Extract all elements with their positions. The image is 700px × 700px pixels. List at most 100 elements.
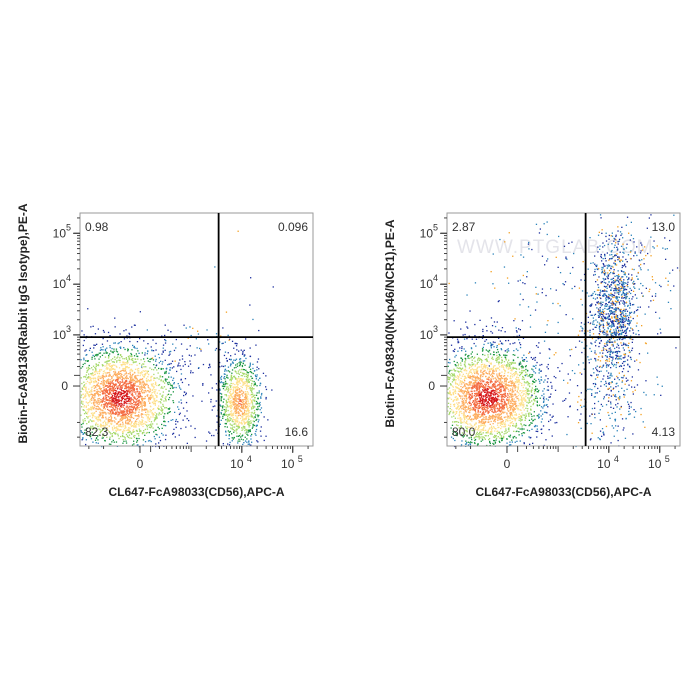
data-point: [189, 360, 191, 362]
data-point: [117, 356, 119, 358]
data-point: [493, 321, 496, 323]
data-point: [239, 409, 241, 411]
data-point: [121, 403, 123, 405]
data-point: [472, 364, 474, 366]
data-point: [99, 429, 101, 431]
data-point: [135, 353, 137, 355]
data-point: [129, 382, 131, 384]
data-point: [130, 415, 133, 418]
data-point: [85, 401, 87, 403]
data-point: [257, 379, 260, 381]
data-point: [506, 364, 508, 366]
data-point: [105, 394, 107, 397]
data-point: [137, 350, 139, 352]
data-point: [109, 410, 111, 412]
data-point: [504, 369, 506, 371]
data-point: [235, 398, 237, 400]
data-point: [498, 387, 501, 389]
data-point: [174, 436, 176, 438]
data-point: [531, 418, 533, 420]
data-point: [488, 372, 490, 375]
data-point: [133, 411, 135, 414]
data-point: [238, 403, 240, 405]
data-point: [522, 375, 524, 378]
data-point: [153, 379, 155, 381]
data-point: [108, 364, 110, 366]
data-point: [150, 424, 152, 426]
data-point: [119, 404, 121, 406]
data-point: [514, 419, 517, 421]
data-point: [235, 404, 237, 406]
data-point: [481, 337, 484, 339]
data-point: [108, 372, 111, 374]
data-point: [246, 438, 248, 440]
data-point: [502, 387, 505, 389]
data-point: [108, 381, 110, 383]
data-point: [508, 417, 511, 419]
data-point: [250, 385, 252, 387]
data-point: [89, 435, 91, 437]
data-point: [233, 359, 235, 361]
data-point: [481, 422, 483, 424]
data-point: [140, 406, 142, 408]
data-point: [138, 362, 141, 365]
data-point: [139, 381, 141, 383]
data-point: [132, 408, 134, 411]
data-point: [495, 351, 498, 354]
data-point: [247, 404, 249, 406]
data-point: [130, 376, 132, 379]
data-point: [150, 377, 152, 379]
data-point: [95, 364, 97, 366]
data-point: [501, 406, 503, 409]
data-point: [123, 436, 125, 438]
data-point: [86, 370, 89, 372]
data-point: [162, 391, 164, 393]
data-point: [495, 369, 497, 371]
data-point: [113, 379, 115, 381]
data-point: [227, 370, 230, 372]
data-point: [99, 401, 102, 403]
data-point: [168, 354, 170, 356]
data-point: [99, 411, 101, 413]
data-point: [131, 403, 134, 405]
data-point: [501, 371, 503, 373]
data-point: [143, 358, 145, 360]
data-point: [199, 347, 201, 350]
data-point: [154, 419, 156, 421]
data-point: [180, 343, 183, 345]
data-point: [138, 387, 141, 389]
data-point: [103, 405, 106, 407]
data-point: [141, 371, 143, 373]
data-point: [142, 420, 144, 422]
data-point: [167, 421, 170, 423]
data-point: [519, 393, 521, 395]
data-point: [133, 389, 135, 391]
data-point: [197, 367, 200, 369]
data-point: [231, 433, 233, 435]
data-point: [255, 400, 258, 403]
data-point: [131, 358, 133, 360]
data-point: [241, 365, 244, 368]
data-point: [456, 408, 458, 410]
data-point: [468, 418, 470, 421]
data-point: [120, 402, 122, 404]
data-point: [225, 419, 227, 421]
data-point: [235, 395, 237, 397]
data-point: [455, 387, 457, 389]
data-point: [96, 383, 98, 385]
data-point: [144, 413, 146, 416]
data-point: [183, 391, 186, 393]
data-point: [106, 399, 108, 402]
data-point: [149, 358, 151, 360]
data-point: [457, 365, 459, 367]
data-point: [153, 402, 156, 405]
data-point: [245, 402, 247, 404]
data-point: [462, 405, 464, 407]
data-point: [91, 434, 93, 436]
data-point: [128, 332, 130, 334]
data-point: [109, 335, 111, 337]
data-point: [130, 375, 132, 377]
data-point: [495, 413, 497, 416]
data-point: [125, 380, 127, 383]
data-point: [119, 391, 121, 393]
